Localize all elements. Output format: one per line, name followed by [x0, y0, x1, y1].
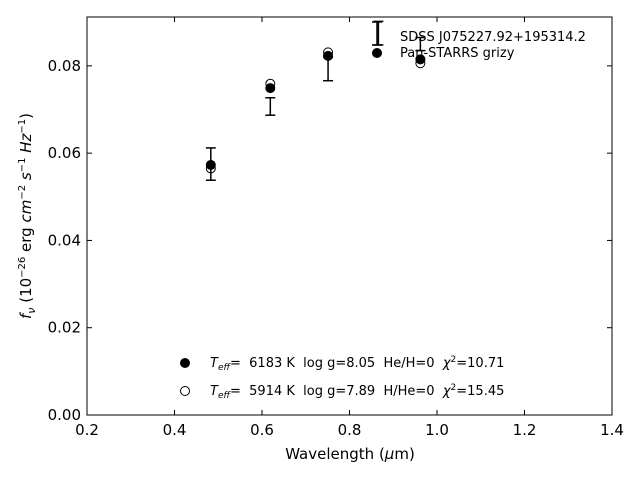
annotation-filled-circle-marker — [180, 358, 190, 368]
annotation-2-chi-superscript: 2 — [451, 383, 457, 393]
ticks-layer: 0.2 0.4 0.6 0.8 1.0 1.2 1.4 0.00 0.02 0.04 0.06 0.0… — [48, 17, 624, 439]
x-axis-label: Wavelength (μm) — [285, 445, 415, 463]
x-tick-label: 0.4 — [163, 421, 187, 439]
model-2-point — [265, 78, 276, 89]
annotation-1-teff-subscript: eff — [218, 363, 232, 373]
annotation-2-parameters: = 5914 K log g=7.89 H/He=0 — [230, 384, 443, 399]
x-tick-label: 0.2 — [75, 421, 99, 439]
panstarrs-point — [415, 54, 426, 65]
annotation-1-parameters: = 6183 K log g=8.05 He/H=0 — [230, 356, 443, 371]
legend-label-sdss: SDSS J075227.92+195314.2 — [400, 30, 586, 45]
annotation-1-chi-value: =10.71 — [456, 356, 504, 371]
annotation-model-2: Teff= 5914 K log g=7.89 H/He=0 χ2=15.45 — [210, 383, 504, 401]
panstarrs-point — [323, 50, 334, 61]
annotation-2-chi-symbol: χ — [442, 384, 452, 399]
y-tick-label: 0.02 — [48, 319, 81, 337]
x-tick-label: 0.8 — [338, 421, 362, 439]
x-tick-label: 1.4 — [600, 421, 624, 439]
x-tick-label: 1.2 — [513, 421, 537, 439]
annotation-1-chi-symbol: χ — [442, 356, 452, 371]
x-tick-label: 1.0 — [425, 421, 449, 439]
legend-filled-circle-marker — [372, 48, 382, 58]
model-2-point — [323, 47, 334, 58]
annotation-open-circle-marker — [180, 386, 190, 396]
panstarrs-point — [205, 159, 216, 170]
annotation-2-chi-value: =15.45 — [456, 384, 504, 399]
legend: SDSS J075227.92+195314.2 Pan-STARRS griz… — [372, 21, 586, 61]
sdss-errorbar — [415, 36, 426, 52]
y-tick-label: 0.04 — [48, 231, 81, 249]
annotation-2-teff-symbol: T — [210, 384, 219, 399]
y-tick-label: 0.08 — [48, 57, 81, 75]
legend-label-panstarrs: Pan-STARRS grizy — [400, 46, 515, 61]
y-tick-label: 0.00 — [48, 406, 81, 424]
annotation-2-teff-subscript: eff — [218, 391, 232, 401]
annotation-1-teff-symbol: T — [210, 356, 219, 371]
legend-errorbar-marker — [372, 21, 382, 46]
y-tick-label: 0.06 — [48, 144, 81, 162]
annotation-model-1: Teff= 6183 K log g=8.05 He/H=0 χ2=10.71 — [210, 355, 504, 373]
y-axis-label: fν (10−26 erg cm−2 s−1 Hz−1) — [17, 113, 38, 319]
x-tick-label: 0.6 — [250, 421, 274, 439]
model-2-point — [205, 163, 216, 174]
annotation-1-chi-superscript: 2 — [451, 355, 457, 365]
model-annotations: Teff= 6183 K log g=8.05 He/H=0 χ2=10.71 … — [180, 355, 504, 401]
model-2-point — [415, 58, 426, 69]
sdss-errorbar — [265, 96, 276, 116]
